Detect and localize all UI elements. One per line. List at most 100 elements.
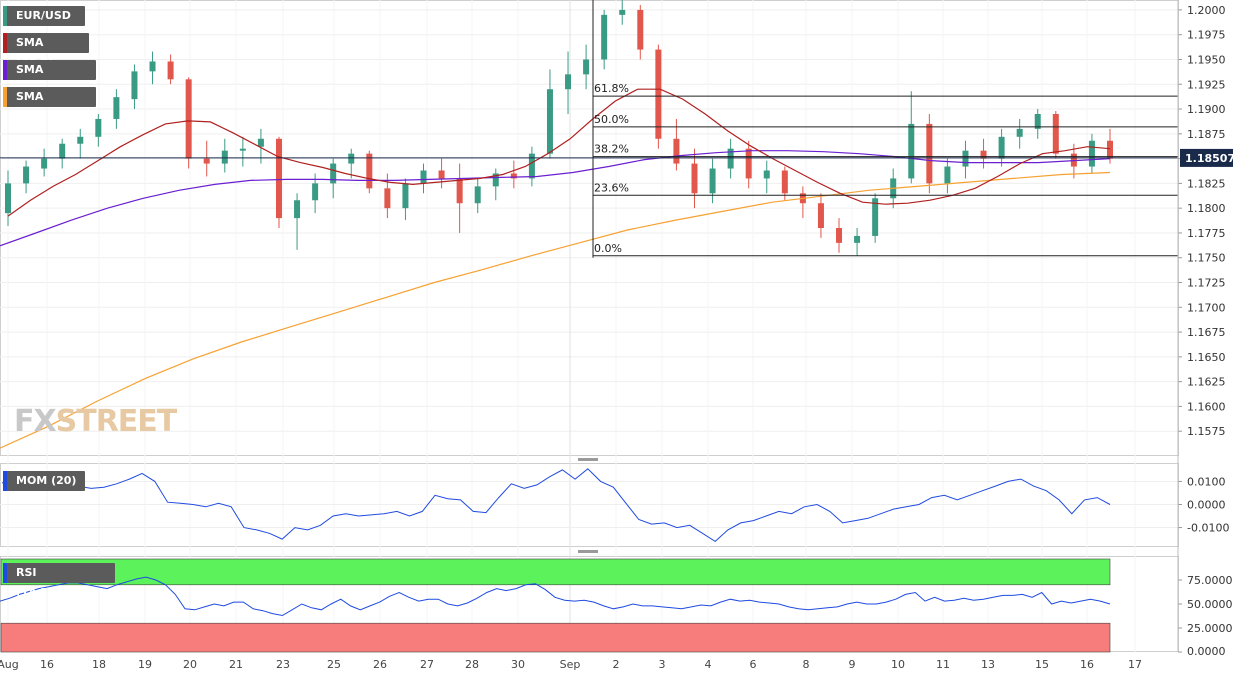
date-label: 26: [373, 658, 387, 671]
date-label: Aug: [0, 658, 19, 671]
date-label: 8: [803, 658, 810, 671]
candle-body: [872, 198, 879, 236]
candle-body: [673, 138, 680, 164]
price-tick-label: 1.1975: [1187, 29, 1226, 42]
candle-body: [492, 173, 499, 187]
watermark-fx: FX: [14, 404, 57, 439]
legend-mom-label: MOM (20): [16, 474, 77, 487]
candle-body: [546, 89, 553, 154]
candle-body: [203, 158, 210, 164]
date-label: 16: [1080, 658, 1094, 671]
date-label: 16: [40, 658, 54, 671]
fib-level-label: 0.0%: [594, 242, 622, 255]
sma20-line: [7, 88, 1111, 217]
candle-body: [908, 123, 915, 179]
candle-body: [366, 153, 373, 189]
date-label: 21: [229, 658, 243, 671]
candle-body: [257, 138, 264, 147]
panel-splitter-2: [578, 550, 598, 553]
legend-sma200-label: SMA (200,0): [16, 90, 61, 123]
mom-tick-label: 0.0000: [1187, 499, 1226, 512]
legend-mom-tag[interactable]: MOM (20): [3, 471, 85, 491]
candle-body: [709, 168, 716, 194]
date-label: 27: [420, 658, 434, 671]
candle-body: [727, 148, 734, 169]
price-tick-label: 1.1900: [1187, 103, 1226, 116]
candle-body: [185, 79, 192, 159]
price-tick-label: 1.1625: [1187, 376, 1226, 389]
candle-body: [5, 183, 11, 214]
candle-body: [637, 9, 644, 50]
candle-body: [113, 97, 120, 119]
candle-body: [95, 118, 102, 137]
legend-sma20-tag[interactable]: SMA (20,0): [3, 33, 89, 69]
candle-body: [745, 148, 752, 179]
candle-body: [565, 74, 572, 90]
rsi-tick-label: 25.0000: [1187, 622, 1233, 635]
candle-body: [601, 14, 608, 60]
date-label: Sep: [560, 658, 581, 671]
price-tick-label: 1.1650: [1187, 351, 1226, 364]
legend-symbol-label: EUR/USD: [16, 9, 71, 22]
date-label: 23: [276, 658, 290, 671]
date-label: 20: [183, 658, 197, 671]
price-tick-label: 1.1950: [1187, 53, 1226, 66]
candle-body: [167, 61, 174, 80]
rsi-tick-label: 50.0000: [1187, 598, 1233, 611]
price-tick-label: 1.1825: [1187, 177, 1226, 190]
candle-body: [348, 153, 355, 164]
candle-body: [528, 153, 535, 179]
legend-sma200-tag[interactable]: SMA (200,0): [3, 87, 96, 123]
legend-symbol-swatch: [3, 6, 7, 26]
candle-body: [59, 143, 66, 159]
price-tick-label: 1.1600: [1187, 400, 1226, 413]
candle-body: [438, 170, 445, 179]
panel-splitter-1: [578, 458, 598, 461]
legend-rsi-label: RSI (14,70,30,1): [16, 566, 93, 599]
candle-body: [23, 166, 30, 184]
date-label: 4: [705, 658, 712, 671]
candle-body: [402, 183, 409, 209]
candle-body: [474, 186, 481, 204]
price-tick-label: 1.1675: [1187, 326, 1226, 339]
legend-sma200-swatch: [3, 87, 7, 107]
date-label: 13: [981, 658, 995, 671]
candle-body: [1088, 140, 1095, 167]
candle-body: [980, 150, 987, 159]
candle-body: [77, 136, 84, 144]
candle-body: [1052, 114, 1059, 154]
price-tick-label: 1.1875: [1187, 128, 1226, 141]
price-tick-label: 1.1925: [1187, 78, 1226, 91]
date-label: 3: [659, 658, 666, 671]
rsi-overbought-zone: [0, 558, 1111, 586]
date-label: 28: [465, 658, 479, 671]
candle-body: [312, 183, 319, 201]
price-panel-frame: [0, 0, 1179, 456]
candle-body: [456, 178, 463, 204]
legend-sma20-swatch: [3, 33, 7, 53]
candle-body: [836, 228, 843, 243]
candle-body: [655, 49, 662, 139]
fib-level-label: 23.6%: [594, 181, 629, 194]
watermark-street: STREET: [55, 404, 178, 439]
price-tick-label: 1.1700: [1187, 301, 1226, 314]
candle-body: [330, 163, 337, 184]
fxstreet-watermark: FXSTREET: [14, 404, 178, 439]
legend-mom-swatch: [3, 471, 7, 491]
candle-body: [1016, 128, 1023, 137]
date-label: 2: [613, 658, 620, 671]
legend-rsi-swatch: [3, 563, 7, 583]
legend-sma100-tag[interactable]: SMA (100,0): [3, 60, 96, 96]
date-label: 9: [849, 658, 856, 671]
date-label: 25: [327, 658, 341, 671]
rsi-tick-label: 75.0000: [1187, 574, 1233, 587]
candle-body: [275, 138, 282, 219]
date-label: 11: [936, 658, 950, 671]
candle-body: [817, 203, 824, 228]
legend-symbol-tag[interactable]: EUR/USD: [3, 6, 85, 26]
candle-body: [510, 173, 517, 179]
candle-body: [1034, 114, 1041, 129]
legend-rsi-tag[interactable]: RSI (14,70,30,1): [3, 563, 115, 599]
